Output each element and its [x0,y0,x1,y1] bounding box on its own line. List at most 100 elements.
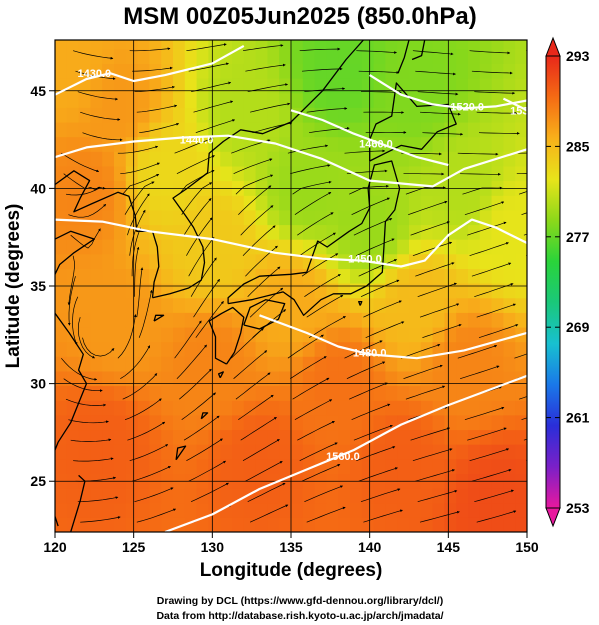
temperature-cell [125,151,139,167]
height-contour [55,218,527,268]
temperature-cell [291,312,304,328]
temperature-cell [503,517,516,532]
temperature-cell [149,517,162,532]
temperature-cell [468,40,481,50]
wind-streamlines [61,43,527,523]
temperature-cell [90,122,103,138]
temperature-cell [350,341,363,357]
streamline [233,158,273,175]
temperature-cell [432,414,445,431]
temperature-cell [232,370,245,387]
temperature-cell [267,253,280,269]
height-contour [55,44,245,96]
streamline [188,237,215,277]
temperature-cell [314,122,327,138]
temperature-cell [397,356,410,372]
temperature-cell [184,92,198,108]
streamline [183,198,212,236]
colorbar-tick-label: 261 [566,410,590,426]
streamline [193,100,234,113]
temperature-cell [149,458,162,474]
temperature-cell [338,517,351,532]
temperature-cell [361,385,375,401]
streamline [129,47,171,52]
temperature-cell [255,209,268,226]
temperature-cell [66,341,80,357]
temperature-cell [479,78,493,94]
streamline [349,382,388,400]
temperature-cell [220,414,233,431]
temperature-cell [326,224,339,240]
temperature-cell [78,165,91,182]
streamline [245,245,278,277]
temperature-cell [350,517,363,532]
temperature-cell [373,107,386,123]
temperature-cell [302,48,316,64]
temperature-cell [243,414,257,431]
temperature-cell [314,48,327,64]
temperature-cell [479,122,493,138]
temperature-cell [78,517,91,532]
temperature-cell [456,209,469,226]
temperature-cell [173,151,186,167]
coastline [358,300,363,306]
streamline [358,259,398,277]
streamline [183,415,220,441]
temperature-cell [243,48,257,64]
temperature-cell [432,429,445,445]
height-contour [55,134,527,188]
temperature-cell [373,224,386,240]
temperature-cell [479,400,493,416]
temperature-cell [456,253,469,269]
temperature-cell [196,444,209,460]
temperature-cell [314,502,327,518]
x-tick-label: 150 [515,539,539,555]
height-contour [502,97,527,112]
temperature-cell [149,429,162,445]
temperature-cell [503,209,516,226]
temperature-cell [385,517,398,532]
temperature-cell [468,239,481,255]
temperature-cell [243,122,257,138]
temperature-cell [444,239,457,255]
temperature-cell [161,341,174,357]
temperature-cell [196,224,209,240]
streamline [526,50,527,52]
temperature-cell [397,209,410,226]
temperature-cell [503,78,516,94]
chart-title: MSM 00Z05Jun2025 (850.0hPa) [123,3,477,30]
temperature-cell [125,327,139,343]
temperature-cell [338,48,351,64]
temperature-cell [291,400,304,416]
temperature-cell [161,385,174,401]
temperature-cell [255,356,268,372]
temperature-cell [102,253,115,269]
temperature-cell [432,370,445,387]
temperature-cell [66,444,80,460]
temperature-cell [444,195,457,211]
temperature-cell [373,312,386,328]
x-tick-label: 130 [201,539,225,555]
temperature-cell [479,312,493,328]
temperature-cell [66,63,80,79]
temperature-cell [409,239,422,255]
streamline [77,496,119,503]
temperature-cell [385,122,398,138]
temperature-cell [149,195,162,211]
temperature-cell [173,458,186,474]
temperature-cell [456,444,469,460]
temperature-cell [267,502,280,518]
streamline [358,70,400,74]
temperature-cell [279,136,292,152]
temperature-cell [456,327,469,343]
temperature-cell [255,517,268,532]
temperature-cell [326,107,339,123]
temperature-cell [503,122,516,138]
temperature-cell [302,488,316,504]
temperature-cell [291,414,304,431]
temperature-cell [279,370,292,387]
temperature-cell [420,122,434,138]
temperature-cell [479,297,493,313]
temperature-cell [161,370,174,387]
temperature-cell [232,224,245,240]
